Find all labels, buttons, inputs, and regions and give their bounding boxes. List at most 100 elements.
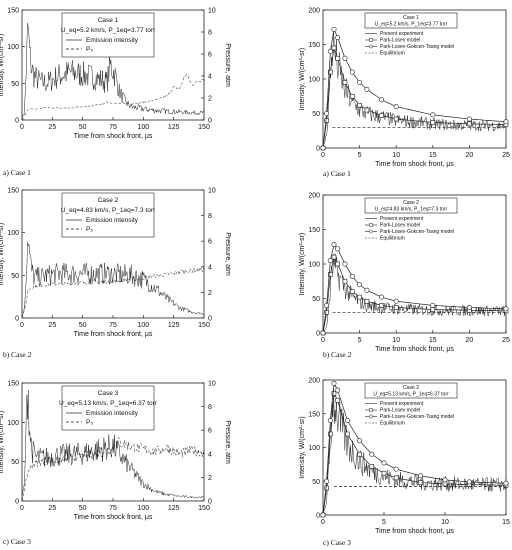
y-tick-label: 0: [316, 331, 320, 338]
data-point: [324, 478, 330, 484]
y2-tick-label: 10: [208, 8, 216, 15]
data-point: [393, 475, 399, 481]
legend-marker: [369, 44, 373, 49]
y-tick-label: 0: [316, 513, 320, 520]
data-point: [393, 104, 399, 110]
x-tick-label: 100: [137, 322, 149, 329]
legend-marker: [369, 408, 373, 412]
y2-tick-label: 0: [208, 316, 212, 323]
legend-label: P₅: [86, 419, 93, 426]
series-line: [322, 49, 506, 149]
series-emission-intensity: [21, 242, 205, 316]
y2-axis-label: Pressure, atm: [224, 43, 231, 87]
y2-tick-label: 0: [208, 499, 212, 506]
data-point: [369, 451, 375, 457]
y-tick-label: 0: [316, 146, 320, 153]
legend-label: P₅: [86, 46, 93, 53]
x-tick-label: 5: [382, 519, 386, 526]
y-tick-label: 50: [312, 296, 320, 303]
data-point: [349, 69, 355, 75]
y-tick-label: 200: [308, 193, 320, 200]
data-point: [324, 118, 329, 123]
y-tick-label: 150: [7, 381, 19, 388]
data-point: [342, 278, 348, 284]
chart-conditions: U_eq=5.2 km/s, P_1eq=3.77 torr: [375, 22, 448, 28]
x-tick-label: 50: [79, 322, 87, 329]
y2-axis-label: Pressure, atm: [224, 420, 231, 464]
data-point: [335, 261, 340, 267]
y2-tick-label: 10: [208, 381, 216, 388]
series-line: [21, 266, 205, 319]
y2-tick-label: 6: [208, 239, 212, 246]
y-axis-label: Intensity, W/(cm²-sr): [0, 411, 5, 473]
panel-sublabel: c) Case 3: [3, 537, 31, 546]
legend-label: Park-Losev model: [380, 223, 420, 229]
data-point: [379, 303, 384, 308]
x-tick-label: 25: [502, 152, 510, 159]
data-point: [430, 120, 436, 125]
series-emission-intensity: [21, 390, 205, 499]
data-point: [324, 309, 329, 315]
x-tick-label: 100: [137, 505, 149, 512]
panel-sublabel: c) Case 3: [323, 538, 351, 547]
chart-conditions: U_eq=4.83 km/s, P_1eq=7.3 torr: [375, 207, 448, 213]
x-axis-label: Time from shock front, μs: [74, 133, 153, 140]
series-park-losev-model: [320, 254, 509, 336]
y-tick-label: 0: [15, 316, 19, 323]
x-tick-label: 15: [502, 519, 510, 526]
y2-tick-label: 2: [208, 475, 212, 482]
data-point: [320, 512, 326, 518]
legend-marker: [369, 414, 373, 419]
chart-title: Case 3: [403, 385, 419, 391]
legend-box: [61, 12, 155, 58]
x-tick-label: 125: [168, 124, 180, 131]
data-point: [364, 287, 370, 293]
data-point: [327, 417, 333, 423]
series-line: [21, 437, 205, 502]
y-tick-label: 50: [312, 111, 320, 118]
y-axis-label: Intensity, W/(cm²-sr): [299, 416, 306, 478]
x-tick-label: 100: [137, 124, 149, 131]
x-tick-label: 0: [20, 124, 24, 131]
x-tick-label: 0: [321, 519, 325, 526]
series-line: [322, 385, 507, 516]
data-point: [442, 477, 448, 483]
panel-sublabel: b) Case 2: [323, 350, 352, 359]
y-tick-label: 200: [308, 8, 320, 15]
data-point: [393, 298, 399, 304]
x-tick-label: 50: [79, 505, 87, 512]
x-tick-label: 10: [441, 519, 449, 526]
data-point: [503, 306, 509, 312]
legend-box: [364, 12, 458, 29]
data-point: [320, 145, 326, 151]
data-point: [331, 254, 337, 260]
legend-label: P₅: [86, 226, 93, 233]
x-tick-label: 20: [466, 152, 474, 159]
chart-title: Case 2: [98, 197, 119, 204]
x-axis-label: Time from shock front, μs: [74, 514, 153, 521]
x-tick-label: 15: [429, 337, 437, 344]
legend-label: Park-Losev model: [380, 408, 420, 414]
y2-tick-label: 2: [208, 96, 212, 103]
series-park-losev-gokcen-tsang-model: [320, 380, 509, 518]
series-line: [21, 242, 205, 316]
y-tick-label: 50: [11, 459, 19, 466]
series-p-: [21, 437, 205, 502]
legend-marker: [369, 38, 373, 42]
y-tick-label: 100: [308, 445, 320, 452]
x-axis-label: Time from shock front, μs: [375, 528, 454, 535]
data-point: [357, 79, 363, 85]
chart-title: Case 1: [403, 15, 419, 21]
data-point: [418, 480, 423, 485]
data-point: [342, 80, 348, 85]
x-tick-label: 0: [20, 505, 24, 512]
data-point: [328, 69, 333, 75]
x-tick-label: 25: [502, 337, 510, 344]
y-tick-label: 100: [308, 262, 320, 269]
data-point: [369, 464, 375, 469]
y-tick-label: 50: [312, 479, 320, 486]
legend: Case 2 U_eq=4.83 km/s, P_1eq=7.3 torr Emis…: [61, 192, 156, 238]
data-point: [324, 485, 329, 491]
